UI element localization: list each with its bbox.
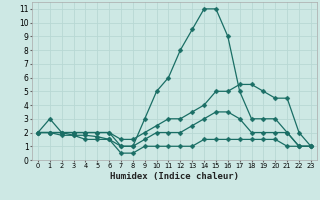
X-axis label: Humidex (Indice chaleur): Humidex (Indice chaleur) (110, 172, 239, 181)
